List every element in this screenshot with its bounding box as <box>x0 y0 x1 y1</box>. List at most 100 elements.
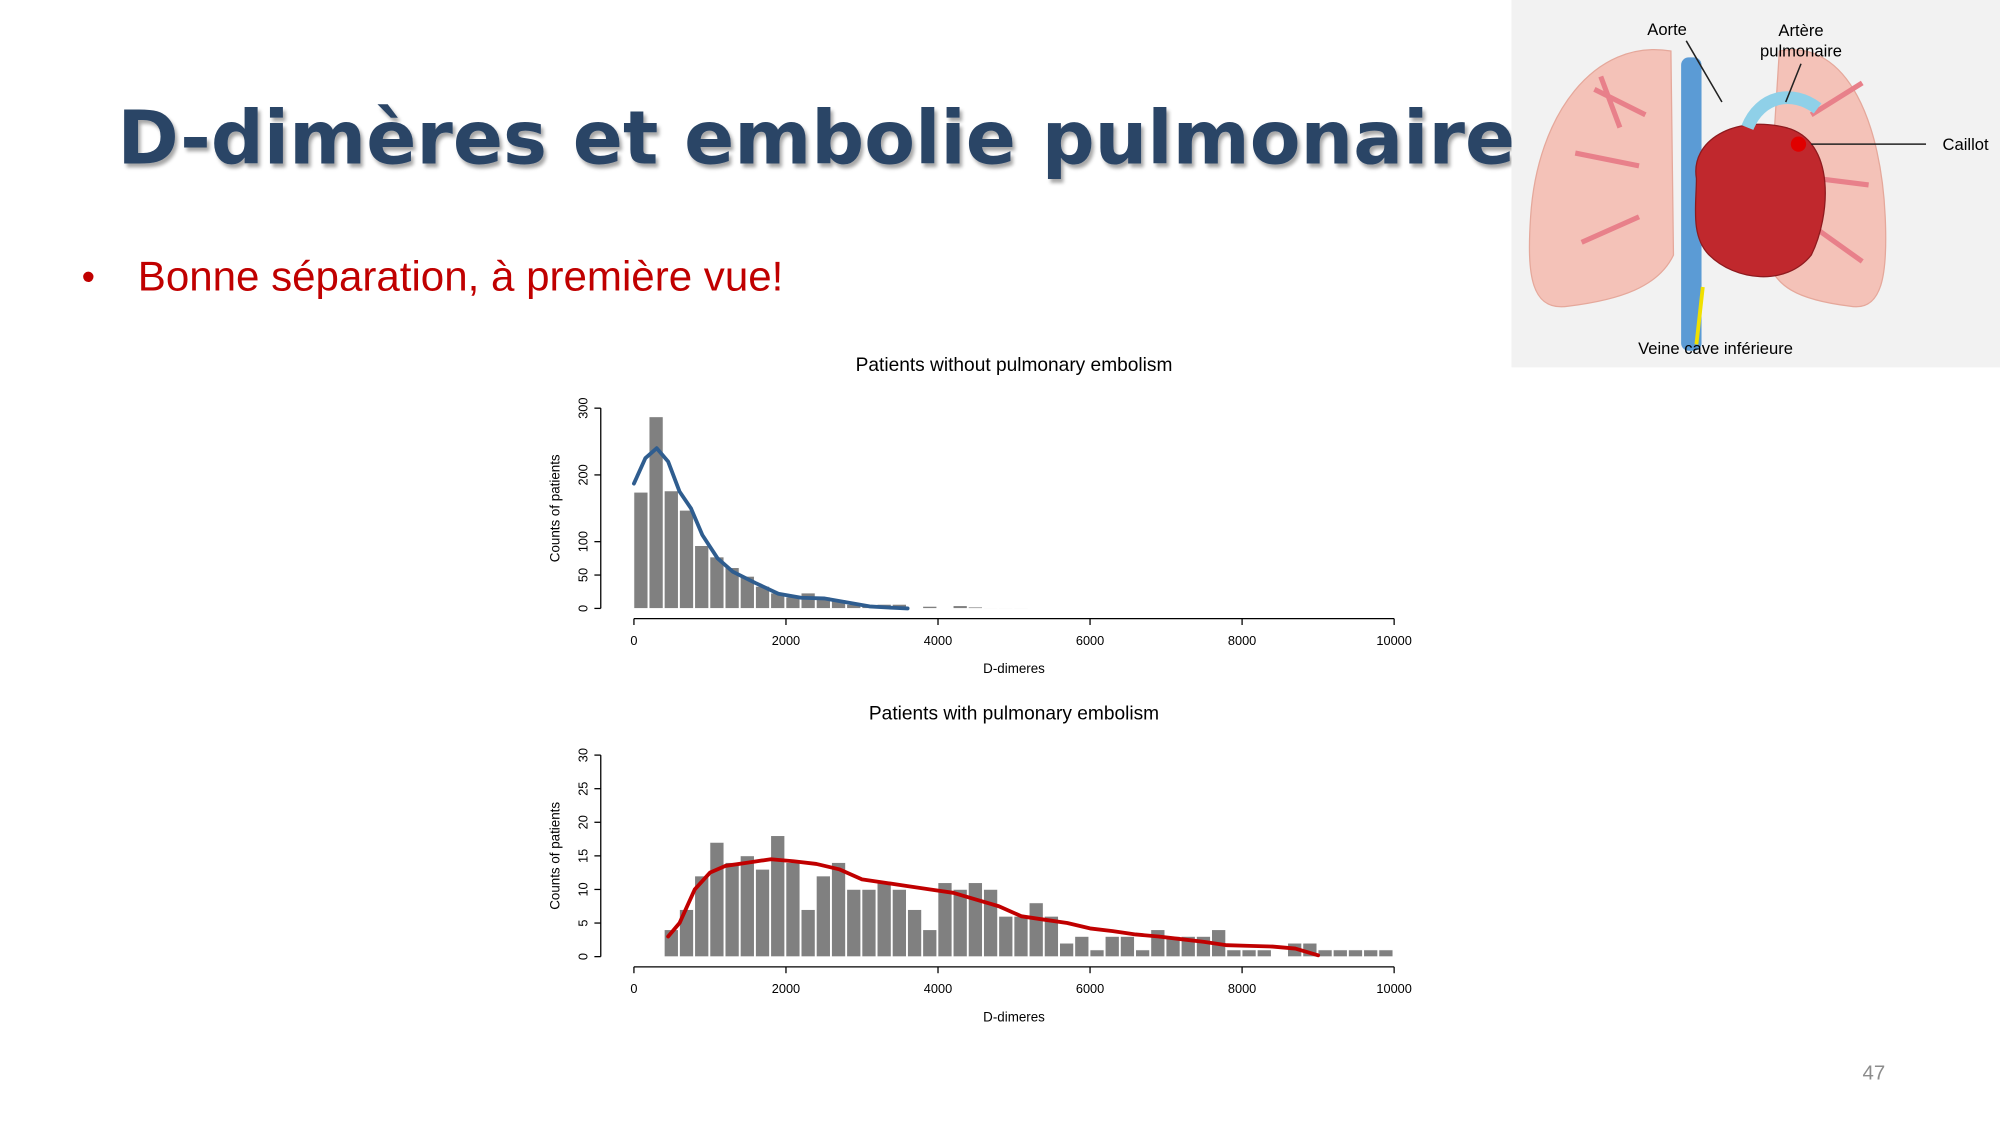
y-tick-label: 0 <box>576 953 591 960</box>
bronchi <box>1574 75 1869 264</box>
bar <box>740 855 755 957</box>
bar <box>664 490 679 609</box>
bar <box>770 835 786 957</box>
bar <box>1317 949 1333 957</box>
bar <box>831 862 846 957</box>
bar <box>876 882 892 957</box>
pulmonary-artery <box>1741 91 1822 131</box>
bar <box>1378 949 1394 957</box>
bar <box>1059 942 1074 957</box>
bar <box>1013 916 1029 957</box>
arrow <box>1694 286 1705 345</box>
bullet-dot: • <box>82 255 95 298</box>
clot <box>1790 136 1807 152</box>
bar <box>694 875 709 957</box>
heart <box>1694 123 1826 278</box>
bar <box>968 882 983 957</box>
y-axis-label: Counts of patients <box>548 802 563 910</box>
y-tick-label: 300 <box>576 398 591 419</box>
y-tick-label: 25 <box>576 782 591 796</box>
bar <box>1241 949 1257 957</box>
bar <box>1074 936 1090 957</box>
bar <box>633 491 649 609</box>
bar <box>922 606 938 609</box>
bar <box>648 416 664 609</box>
bar <box>952 605 968 609</box>
bar <box>1135 949 1150 957</box>
bar <box>1226 949 1242 957</box>
bar <box>679 509 694 609</box>
bar <box>800 909 816 957</box>
bar <box>1363 949 1378 957</box>
x-axis-label: D-dimeres <box>983 1009 1045 1024</box>
bar <box>740 576 755 609</box>
x-tick-label: 4000 <box>924 633 952 648</box>
bar <box>1104 936 1120 957</box>
bar <box>816 875 831 957</box>
bar <box>1028 902 1044 957</box>
x-tick-label: 8000 <box>1228 633 1256 648</box>
bar <box>1256 949 1272 957</box>
bar <box>1044 916 1059 957</box>
pointer-lines <box>1685 40 1927 145</box>
bar <box>937 882 953 957</box>
bar <box>1332 949 1348 957</box>
bar <box>785 862 801 957</box>
bar <box>709 842 725 957</box>
x-tick-label: 10000 <box>1376 633 1411 648</box>
x-tick-label: 2000 <box>772 981 800 996</box>
vena-cava <box>1681 57 1702 351</box>
bar <box>861 889 877 957</box>
left-lung <box>1528 49 1675 308</box>
x-tick-label: 6000 <box>1076 981 1104 996</box>
bar <box>755 868 770 957</box>
x-tick-label: 8000 <box>1228 981 1256 996</box>
bar <box>694 545 709 609</box>
image-label: Caillot <box>1943 135 1989 154</box>
y-tick-label: 50 <box>576 568 591 582</box>
image-label: Aorte <box>1647 20 1687 39</box>
bar <box>1348 949 1363 957</box>
lung-illustration: Aorte Artère pulmonaire Caillot Veine ca… <box>1511 0 2000 368</box>
bar <box>1089 949 1105 957</box>
chart-title: Patients with pulmonary embolism <box>869 703 1159 724</box>
x-tick-label: 4000 <box>924 981 952 996</box>
y-tick-label: 20 <box>576 815 591 829</box>
density-curve <box>666 857 1321 958</box>
image-label: Veine cave inférieure <box>1638 339 1793 358</box>
bar <box>724 862 740 957</box>
image-label: Artère <box>1778 21 1823 40</box>
bar <box>968 606 983 609</box>
image-label: pulmonaire <box>1760 42 1842 61</box>
bar <box>1150 929 1166 957</box>
chart-title: Patients without pulmonary embolism <box>856 355 1173 376</box>
bar <box>907 909 922 957</box>
y-tick-label: 5 <box>576 919 591 926</box>
y-tick-label: 100 <box>576 531 591 552</box>
density-curve <box>632 446 910 611</box>
bar <box>998 916 1014 957</box>
bar <box>800 592 816 609</box>
y-tick-label: 0 <box>576 605 591 612</box>
bar <box>922 929 938 957</box>
x-tick-label: 0 <box>630 981 637 996</box>
bar <box>724 567 740 609</box>
page-number: 47 <box>1863 1062 1886 1084</box>
bar <box>846 889 862 957</box>
bar <box>998 607 1014 609</box>
y-tick-label: 15 <box>576 849 591 863</box>
bar <box>1120 936 1135 957</box>
y-tick-label: 200 <box>576 464 591 485</box>
y-axis-label: Counts of patients <box>548 454 563 562</box>
x-tick-label: 10000 <box>1376 981 1411 996</box>
bar <box>709 556 725 609</box>
x-tick-label: 2000 <box>772 633 800 648</box>
bar <box>1013 607 1029 609</box>
x-axis-label: D-dimeres <box>983 661 1045 676</box>
x-tick-label: 6000 <box>1076 633 1104 648</box>
bar <box>892 889 907 957</box>
x-tick-label: 0 <box>630 633 637 648</box>
bar <box>983 889 998 957</box>
y-tick-label: 10 <box>576 882 591 896</box>
